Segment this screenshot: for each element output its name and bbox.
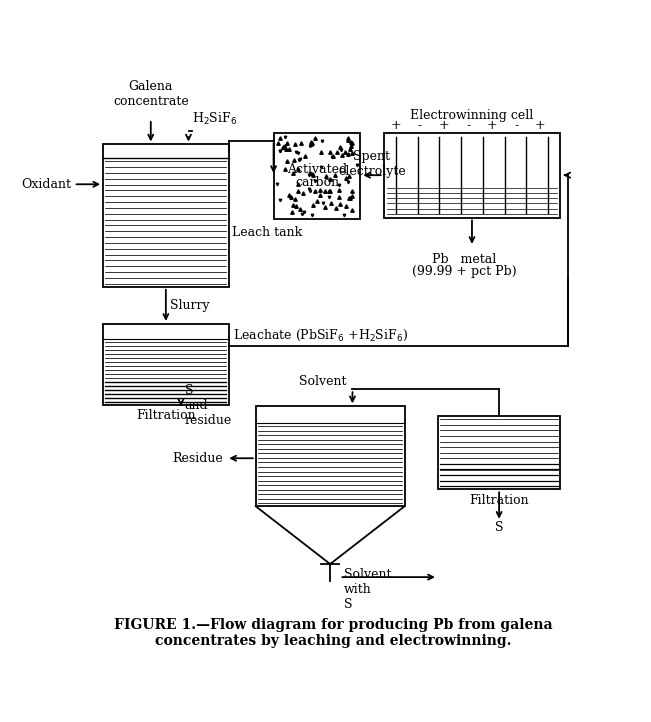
Text: Activated: Activated	[287, 163, 347, 176]
Bar	[256, 406, 404, 506]
Text: (99.99 + pct Pb): (99.99 + pct Pb)	[412, 264, 516, 277]
Bar	[438, 416, 561, 490]
Text: Leach tank: Leach tank	[232, 226, 303, 239]
Text: Galena
concentrate: Galena concentrate	[113, 80, 189, 108]
Text: -: -	[466, 119, 470, 132]
Text: Slurry: Slurry	[170, 299, 210, 312]
Bar	[103, 144, 229, 287]
Text: +: +	[535, 119, 546, 132]
Text: -: -	[418, 119, 422, 132]
Bar	[383, 133, 561, 217]
Text: Spent
electrolyte: Spent electrolyte	[338, 150, 406, 178]
Text: FIGURE 1.—Flow diagram for producing Pb from galena
concentrates by leaching and: FIGURE 1.—Flow diagram for producing Pb …	[114, 618, 553, 648]
Text: Solvent: Solvent	[299, 375, 346, 388]
Text: carbon: carbon	[295, 175, 339, 188]
Text: +: +	[391, 119, 401, 132]
Text: -: -	[514, 119, 518, 132]
Text: Oxidant: Oxidant	[21, 178, 72, 191]
Bar	[103, 323, 229, 404]
Text: S
and
residue: S and residue	[185, 384, 232, 427]
Text: +: +	[439, 119, 449, 132]
Text: Solvent
with
S: Solvent with S	[344, 568, 392, 611]
Text: H$_2$SiF$_6$: H$_2$SiF$_6$	[191, 110, 237, 126]
Text: Electrowinning cell: Electrowinning cell	[410, 110, 534, 123]
Text: Leachate (PbSiF$_6$ +H$_2$SiF$_6$): Leachate (PbSiF$_6$ +H$_2$SiF$_6$)	[233, 327, 408, 342]
Text: +: +	[487, 119, 497, 132]
Bar	[273, 133, 361, 219]
Text: Pb   metal: Pb metal	[432, 253, 496, 266]
Text: Residue: Residue	[173, 452, 223, 465]
Text: Filtration: Filtration	[136, 409, 196, 422]
Text: Filtration: Filtration	[469, 494, 529, 507]
Text: S: S	[495, 521, 503, 534]
